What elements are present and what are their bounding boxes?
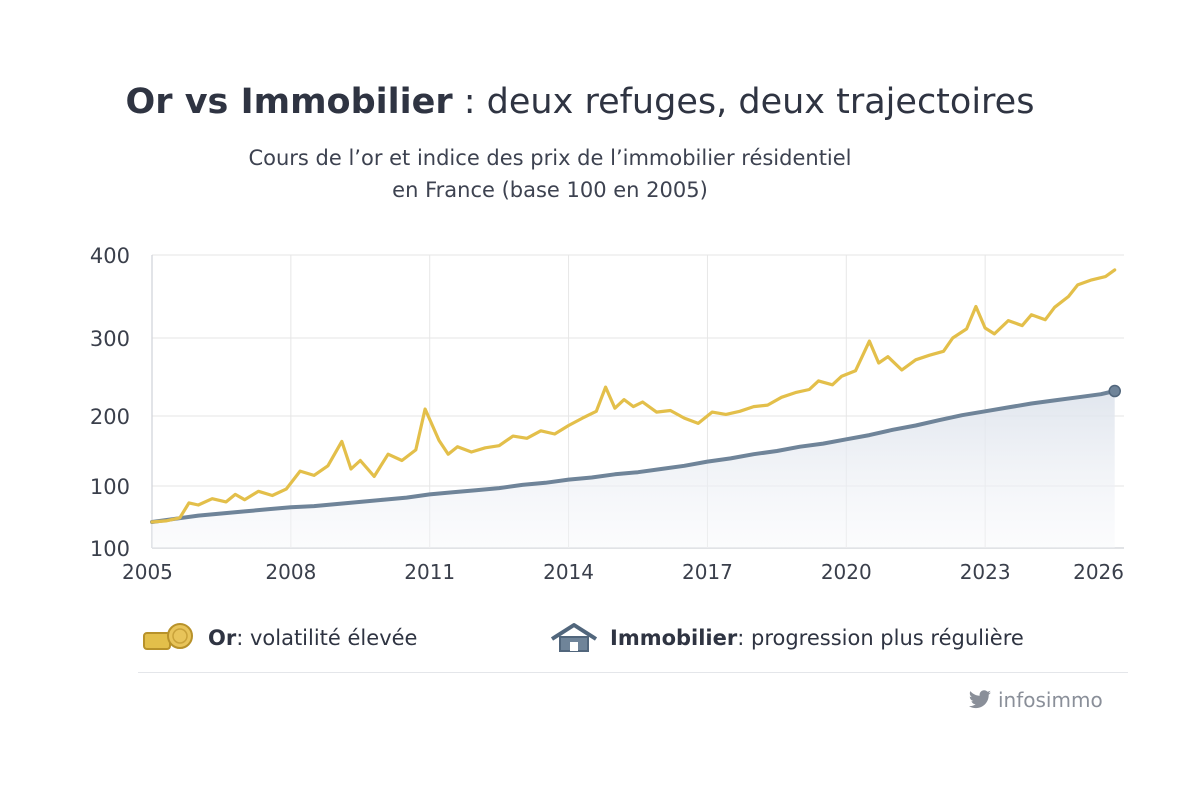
y-tick-label: 300 [90,327,130,351]
legend-item-realestate: Immobilier : progression plus régulière [548,618,1024,658]
chart-subtitle: Cours de l’or et indice des prix de l’im… [150,142,950,206]
watermark: infosimmo [968,688,1103,712]
x-tick-label: 2026 [1073,560,1124,584]
y-tick-label: 100 [90,475,130,499]
gold-coins-icon [143,623,193,650]
title-rest: : deux refuges, deux trajectoires [452,82,1035,122]
x-tick-label: 2017 [682,560,733,584]
legend-realestate-desc: : progression plus régulière [737,626,1024,650]
subtitle-line-2: en France (base 100 en 2005) [392,178,708,202]
y-tick-label: 200 [90,405,130,429]
x-tick-label: 2005 [122,560,173,584]
divider [138,672,1128,673]
legend-item-gold: Or : volatilité élevée [142,618,417,658]
realestate-area [152,391,1115,548]
x-tick-label: 2011 [404,560,455,584]
x-tick-label: 2014 [543,560,594,584]
series-line-realestate [150,389,1117,524]
y-axis: 100 100 200 300 400 [90,244,130,561]
series-endpoint-realestate [1108,384,1121,398]
subtitle-line-1: Cours de l’or et indice des prix de l’im… [248,146,852,170]
area-layer [152,391,1115,548]
y-tick-label: 100 [90,537,130,561]
x-tick-label: 2020 [821,560,872,584]
series-layer [150,268,1121,524]
y-tick-label: 400 [90,244,130,268]
twitter-bird-icon [969,690,991,709]
legend-gold-desc: : volatilité élevée [236,626,418,650]
x-tick-label: 2008 [265,560,316,584]
title-bold: Or vs Immobilier [125,82,453,122]
chart-title: Or vs Immobilier : deux refuges, deux tr… [0,82,1160,122]
legend-gold-label: Or [208,626,237,650]
x-axis: 2005 2008 2011 2014 2017 2020 2023 2026 [122,560,1124,584]
series-line-gold [150,268,1117,524]
x-tick-label: 2023 [960,560,1011,584]
watermark-text: infosimmo [998,688,1103,712]
legend-realestate-label: Immobilier [610,626,738,650]
house-icon [550,623,598,652]
